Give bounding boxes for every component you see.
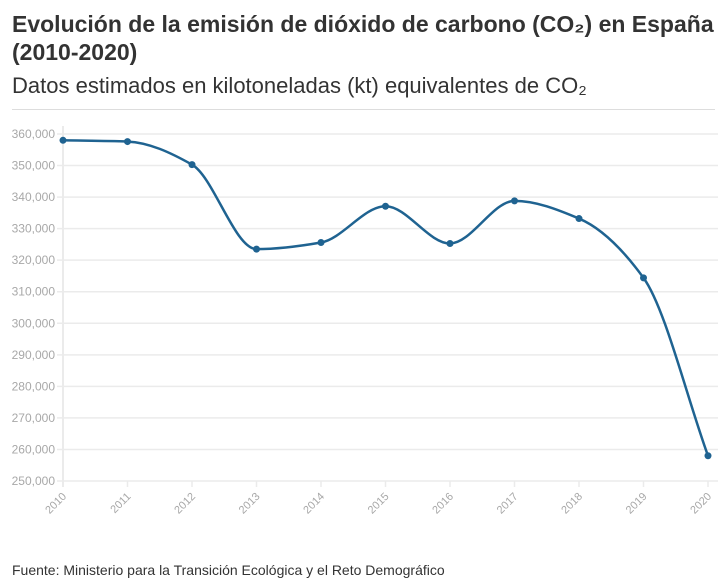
y-tick-label: 310,000 [12,285,56,299]
data-point [640,274,647,282]
data-point [704,452,712,460]
x-tick-label: 2018 [559,491,585,517]
x-tick-label: 2019 [624,491,650,517]
y-tick-label: 280,000 [12,379,56,393]
series-line [62,139,710,457]
x-tick-label: 2016 [430,491,456,517]
x-tick-label: 2013 [237,491,263,517]
x-tick-label: 2020 [688,491,714,517]
chart-subtitle: Datos estimados en kilotoneladas (kt) eq… [12,73,587,98]
y-tick-label: 270,000 [12,411,56,425]
data-point [575,215,583,223]
data-point [253,245,260,253]
x-tick-label: 2011 [108,491,133,516]
y-tick-label: 320,000 [12,253,56,267]
data-point [446,239,454,247]
y-tick-label: 360,000 [12,127,56,141]
divider [12,109,715,110]
data-point [188,161,196,169]
x-tick-label: 2015 [366,491,392,517]
y-tick-label: 300,000 [12,316,56,330]
y-tick-label: 340,000 [12,190,56,204]
data-point [511,197,518,205]
x-tick-label: 2010 [43,491,69,517]
y-tick-label: 350,000 [12,159,56,173]
y-tick-label: 290,000 [12,348,56,362]
data-point [59,136,67,144]
x-tick-label: 2014 [301,491,327,517]
y-tick-label: 330,000 [12,222,56,236]
source-note: Fuente: Ministerio para la Transición Ec… [12,562,445,578]
y-tick-label: 250,000 [12,474,56,488]
x-tick-label: 2017 [495,491,521,517]
y-tick-label: 260,000 [12,442,56,456]
data-point [317,239,325,247]
data-point [382,202,389,210]
x-tick-label: 2012 [172,491,198,517]
chart-title: Evolución de la emisión de dióxido de ca… [12,11,714,65]
data-point [124,138,131,146]
